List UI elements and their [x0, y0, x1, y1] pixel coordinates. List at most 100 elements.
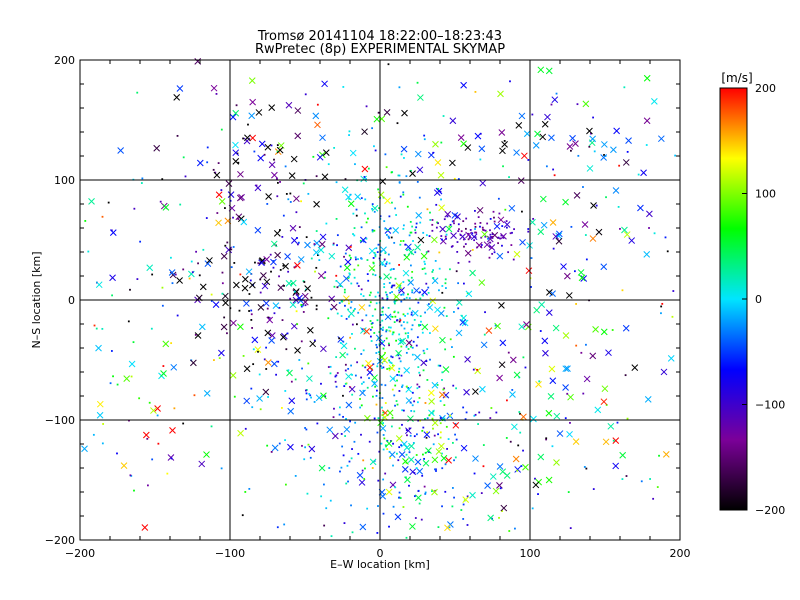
data-point-dot: [443, 417, 446, 420]
data-point-dot: [455, 270, 458, 273]
data-point-dot: [376, 431, 379, 434]
data-point-dot: [334, 375, 337, 378]
data-point-dot: [425, 436, 428, 439]
data-point-dot: [637, 173, 640, 176]
data-point-cross: [243, 300, 250, 307]
data-point-dot: [389, 276, 392, 279]
data-point-dot: [421, 268, 424, 270]
data-point-dot: [393, 302, 396, 305]
data-point-dot: [460, 230, 463, 233]
data-point-dot: [284, 439, 286, 442]
data-point-dot: [434, 468, 437, 471]
data-point-dot: [462, 238, 465, 241]
data-point-dot: [604, 155, 607, 157]
data-point-dot: [232, 216, 234, 219]
data-point-cross: [440, 454, 448, 462]
data-point-dot: [351, 393, 354, 396]
data-point-dot: [537, 493, 539, 495]
data-point-dot: [397, 174, 400, 177]
data-point-dot: [385, 329, 388, 332]
data-point-cross: [356, 471, 364, 479]
data-point-cross: [586, 165, 594, 172]
data-point-cross: [404, 476, 411, 484]
data-point-dot: [391, 333, 394, 336]
data-point-dot: [583, 466, 586, 468]
data-point-dot: [370, 322, 373, 325]
data-point-cross: [225, 180, 233, 187]
chart-title: Tromsø 20141104 18:22:00–18:23:43: [257, 29, 502, 44]
data-point-dot: [213, 359, 215, 361]
data-point-dot: [372, 257, 375, 259]
data-point-dot: [391, 201, 393, 204]
data-point-dot: [342, 454, 345, 457]
data-point-dot: [278, 275, 280, 278]
data-point-cross: [411, 309, 419, 317]
data-point-dot: [377, 417, 380, 420]
data-point-cross: [294, 347, 301, 354]
data-point-dot: [398, 333, 401, 336]
data-point-cross: [215, 191, 223, 199]
data-point-dot: [270, 144, 273, 147]
data-point-cross: [213, 171, 221, 179]
data-point-dot: [474, 222, 477, 225]
data-point-dot: [438, 289, 440, 292]
data-point-dot: [442, 115, 445, 117]
data-point-dot: [585, 467, 588, 470]
data-point-dot: [412, 240, 414, 242]
data-point-cross: [377, 191, 385, 199]
data-point-cross: [493, 222, 501, 230]
data-point-dot: [328, 467, 331, 469]
data-point-cross: [657, 135, 665, 143]
data-point-dot: [336, 234, 339, 237]
data-point-cross: [552, 324, 560, 332]
data-point-dot: [402, 240, 405, 242]
data-point-dot: [301, 367, 303, 370]
data-point-cross: [380, 246, 387, 254]
data-point-dot: [302, 182, 305, 185]
data-point-cross: [499, 468, 507, 476]
data-point-dot: [505, 437, 508, 439]
data-point-dot: [336, 244, 338, 247]
data-point-cross: [414, 150, 422, 158]
data-point-dot: [383, 437, 386, 440]
data-point-dot: [233, 262, 236, 264]
data-point-dot: [400, 345, 403, 348]
data-point-cross: [623, 231, 631, 238]
data-point-dot: [497, 197, 500, 200]
data-point-dot: [399, 317, 401, 320]
data-point-dot: [388, 359, 390, 362]
data-point-dot: [359, 406, 362, 409]
data-point-dot: [453, 177, 456, 180]
data-point-dot: [456, 241, 459, 243]
data-point-dot: [361, 328, 364, 331]
data-point-cross: [546, 288, 553, 296]
data-point-cross: [339, 351, 346, 359]
data-point-dot: [224, 244, 227, 247]
x-tick-label: −200: [65, 547, 95, 560]
data-point-dot: [270, 270, 272, 273]
data-point-dot: [378, 207, 380, 209]
data-point-dot: [357, 452, 360, 455]
data-point-cross: [194, 332, 202, 339]
data-point-dot: [402, 409, 405, 412]
data-point-dot: [364, 467, 366, 470]
data-point-dot: [356, 323, 358, 326]
data-point-dot: [550, 103, 553, 106]
data-point-dot: [386, 229, 389, 231]
data-point-dot: [376, 319, 379, 322]
data-point-dot: [329, 308, 332, 311]
data-point-cross: [460, 81, 467, 89]
data-point-dot: [439, 431, 442, 434]
data-point-dot: [395, 400, 398, 402]
data-point-dot: [407, 335, 409, 337]
data-point-dot: [371, 203, 374, 206]
data-point-dot: [184, 175, 187, 178]
data-point-dot: [352, 212, 355, 215]
data-point-cross: [271, 171, 278, 179]
data-point-cross: [537, 228, 545, 236]
data-point-dot: [355, 214, 358, 217]
data-point-dot: [392, 331, 395, 334]
data-point-cross: [384, 313, 392, 321]
data-point-cross: [221, 292, 229, 300]
data-point-cross: [487, 514, 495, 522]
